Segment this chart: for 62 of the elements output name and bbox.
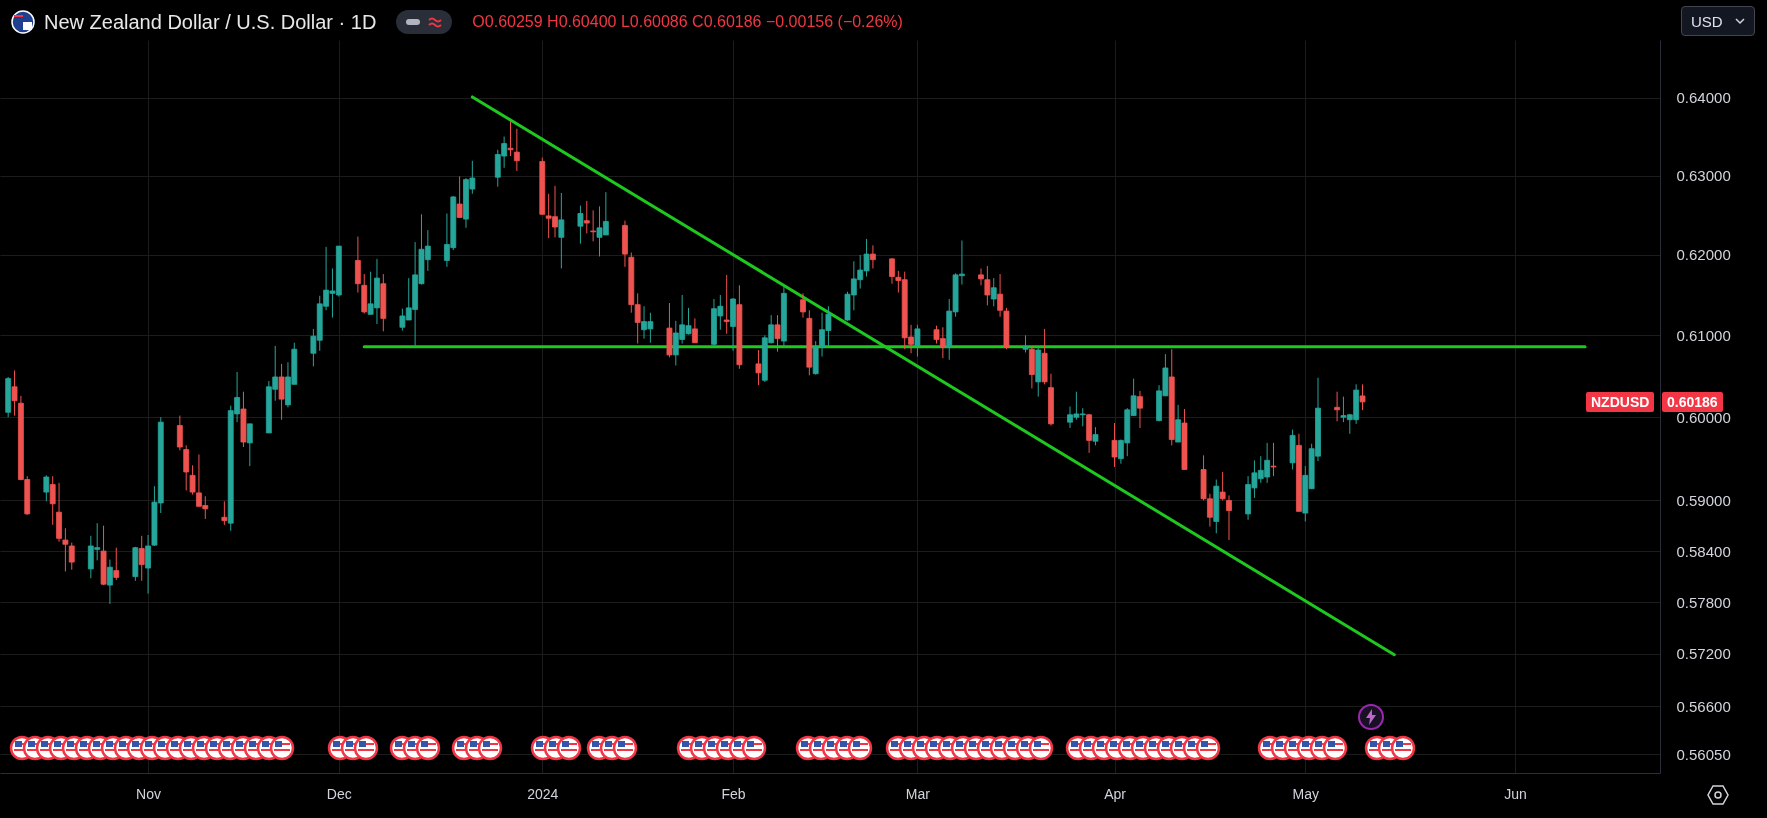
- candlestick: [1226, 494, 1232, 541]
- y-tick-label: 0.64000: [1676, 89, 1731, 107]
- x-tick-label: Mar: [905, 785, 931, 802]
- candlestick: [1137, 390, 1143, 429]
- candlestick: [62, 527, 69, 572]
- candlestick: [755, 349, 762, 386]
- candlestick: [354, 236, 361, 294]
- candlestick: [107, 559, 113, 605]
- candlestick: [800, 292, 806, 319]
- x-tick-label: Jun: [1504, 785, 1527, 802]
- candlestick: [870, 244, 876, 269]
- text: 0.60186: [1662, 391, 1723, 412]
- candlestick: [246, 423, 253, 467]
- x-tick-label: Nov: [136, 785, 162, 802]
- y-tick-label: 0.57800: [1676, 593, 1731, 611]
- candlestick: [43, 474, 50, 502]
- y-tick-label: 0.57200: [1676, 645, 1731, 663]
- y-tick-label: 0.56600: [1676, 697, 1731, 715]
- candlestick: [990, 277, 997, 307]
- candlestick: [558, 192, 565, 269]
- y-tick-label: 0.62000: [1676, 246, 1731, 264]
- y-tick-label: 0.61000: [1676, 326, 1731, 344]
- currency-dropdown: USD: [1681, 6, 1755, 36]
- candlestick: [138, 535, 145, 582]
- x-tick-label: 2024: [527, 785, 559, 802]
- x-tick-label: Dec: [326, 785, 352, 802]
- y-tick-label: 0.59000: [1676, 491, 1731, 509]
- x-tick-label: Feb: [721, 785, 746, 802]
- candlestick: [183, 444, 190, 491]
- candlestick: [590, 209, 597, 242]
- candlestick: [723, 274, 730, 335]
- candlestick: [113, 547, 120, 581]
- chart-title: New Zealand Dollar / U.S. Dollar · 1D: [44, 10, 377, 34]
- candlestick: [1175, 404, 1182, 443]
- candlestick: [68, 542, 75, 571]
- candlestick: [1359, 383, 1366, 411]
- candlestick: [577, 205, 584, 245]
- candlestick: [1219, 471, 1226, 501]
- candlestick: [513, 128, 520, 172]
- y-tick-label: 0.58400: [1676, 542, 1731, 560]
- candlestick: [456, 175, 463, 218]
- candlestick: [1270, 442, 1277, 477]
- candlestick: [1334, 391, 1340, 422]
- y-tick-label: 0.63000: [1676, 167, 1731, 185]
- candlestick: [49, 475, 56, 526]
- x-tick-label: May: [1292, 785, 1320, 802]
- candlestick: [889, 257, 895, 285]
- chart-subtitle: O0.60259 H0.60400 L0.60086 C0.60186 −0.00156 (−0.26%): [472, 13, 903, 31]
- candlestick: [914, 324, 921, 358]
- candlestick: [176, 415, 183, 451]
- candlestick: [278, 363, 285, 421]
- candlestick: [221, 500, 228, 526]
- candlestick: [1092, 426, 1099, 446]
- candlestick: [507, 120, 514, 157]
- candlestick: [1111, 422, 1118, 468]
- annotation: NZDUSD: [1586, 391, 1655, 412]
- y-tick-label: 0.56050: [1676, 745, 1731, 763]
- candlestick: [11, 369, 18, 417]
- candlestick: [583, 200, 590, 234]
- x-tick-label: Apr: [1104, 785, 1127, 802]
- candlestick: [774, 314, 781, 353]
- candlestick: [691, 317, 698, 344]
